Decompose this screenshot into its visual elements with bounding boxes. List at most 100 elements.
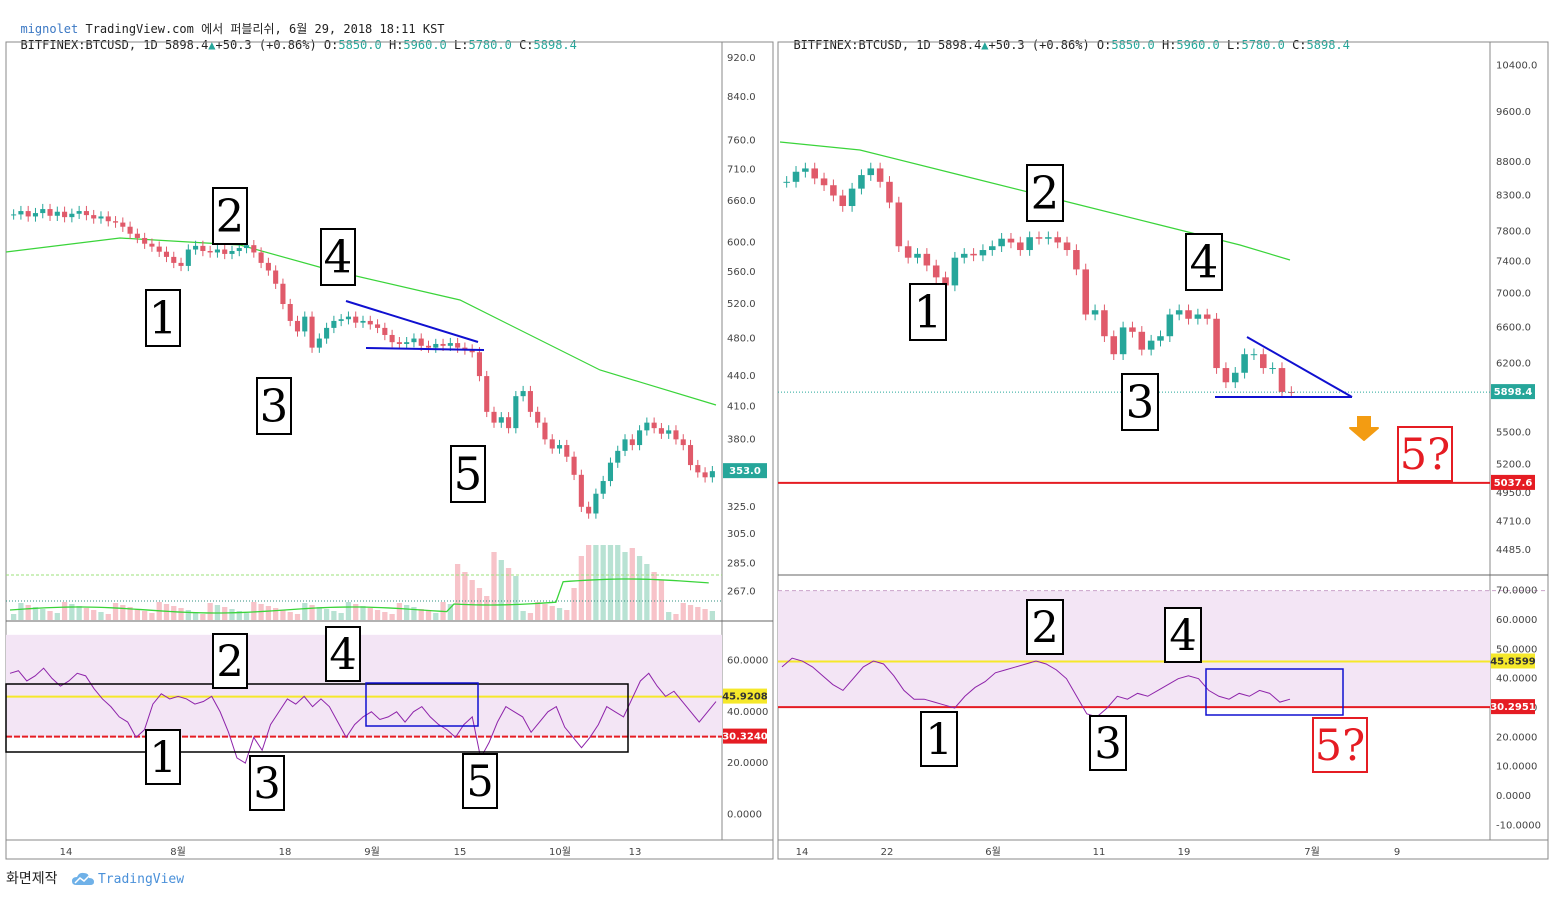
right-rsi-tick: 50.0000 bbox=[1496, 644, 1537, 655]
candle bbox=[1278, 368, 1286, 392]
volume-bar bbox=[112, 603, 119, 620]
left-rsi-upper-label: 45.9208 bbox=[722, 692, 768, 703]
candle bbox=[367, 320, 373, 325]
candle bbox=[535, 411, 541, 423]
right-price-wave-2-box bbox=[1026, 164, 1064, 222]
candle bbox=[513, 396, 519, 429]
right-rsi-wave-3: 3 bbox=[1094, 719, 1121, 769]
candle bbox=[287, 304, 293, 321]
candle bbox=[1035, 237, 1043, 239]
candle bbox=[1082, 269, 1089, 315]
left-price-wave-5-box bbox=[450, 445, 486, 503]
author-name[interactable]: mignolet bbox=[20, 22, 79, 36]
left-price-wave-1-box bbox=[145, 289, 181, 347]
volume-bar bbox=[287, 612, 293, 620]
right-price-tick: 4710.0 bbox=[1496, 517, 1531, 528]
candle bbox=[556, 445, 563, 449]
right-last-price-label: 5898.4 bbox=[1494, 387, 1533, 398]
volume-bar bbox=[120, 605, 126, 620]
left-rsi-tick: 40.0000 bbox=[727, 707, 768, 718]
candle bbox=[1026, 237, 1033, 251]
volume-bar bbox=[680, 603, 686, 620]
left-price-tick: 660.0 bbox=[727, 196, 756, 207]
candle bbox=[1241, 354, 1248, 373]
volume-bar bbox=[47, 611, 53, 620]
candle bbox=[331, 320, 337, 328]
left-price-tick: 920.0 bbox=[727, 53, 756, 64]
candle bbox=[207, 250, 213, 253]
candle bbox=[163, 251, 170, 257]
volume-bar bbox=[251, 602, 257, 620]
left-panel-frame bbox=[5, 41, 774, 860]
volume-bar bbox=[636, 556, 643, 620]
volume-bar bbox=[469, 580, 475, 620]
candle bbox=[680, 439, 686, 446]
volume-bar bbox=[498, 560, 504, 620]
right-time-tick: 14 bbox=[796, 847, 809, 858]
volume-bar bbox=[396, 603, 403, 620]
volume-bar bbox=[171, 606, 177, 620]
candle bbox=[651, 422, 657, 429]
right-time-tick: 22 bbox=[881, 847, 894, 858]
volume-bar bbox=[433, 613, 439, 620]
right-rsi-wave-2-box bbox=[1026, 599, 1064, 655]
left-triangle-lower-line bbox=[365, 347, 485, 351]
candle bbox=[294, 320, 301, 332]
right-price-tick: 6600.0 bbox=[1496, 322, 1531, 333]
candle bbox=[142, 237, 148, 244]
volume-bar bbox=[476, 588, 483, 620]
candle bbox=[171, 256, 177, 263]
footer: 화면제작 TradingView bbox=[6, 868, 184, 888]
candle bbox=[1073, 250, 1080, 270]
candle bbox=[506, 417, 512, 429]
candle bbox=[54, 211, 60, 216]
left-price-wave-4-box bbox=[320, 228, 356, 286]
volume-bar bbox=[542, 604, 548, 620]
candle bbox=[876, 168, 884, 182]
candle bbox=[600, 481, 606, 494]
left-last-price-label-bg bbox=[723, 463, 767, 479]
volume-bar bbox=[411, 607, 417, 620]
candle bbox=[251, 245, 257, 253]
candle bbox=[375, 324, 381, 328]
left-price-wave-5: 5 bbox=[454, 448, 483, 501]
candle bbox=[1185, 310, 1192, 319]
tradingview-brand[interactable]: TradingView bbox=[97, 872, 185, 887]
candle bbox=[1119, 327, 1127, 355]
volume-bar bbox=[629, 548, 635, 620]
volume-bar bbox=[331, 611, 337, 620]
candle bbox=[491, 411, 497, 423]
candle bbox=[932, 265, 940, 278]
candle bbox=[273, 270, 279, 284]
candle bbox=[1213, 318, 1220, 369]
volume-bar bbox=[149, 613, 155, 620]
right-rsi-upper-label-bg bbox=[1491, 653, 1535, 669]
candle bbox=[607, 462, 614, 482]
candle bbox=[848, 188, 856, 207]
candle bbox=[214, 249, 220, 253]
volume-bar bbox=[98, 612, 104, 620]
candle bbox=[40, 209, 46, 214]
left-time-tick: 15 bbox=[454, 847, 467, 858]
volume-bar bbox=[549, 606, 555, 620]
volume-bar bbox=[520, 611, 526, 620]
right-time-tick: 11 bbox=[1093, 847, 1106, 858]
candle bbox=[970, 253, 977, 256]
right-price-tick: 8300.0 bbox=[1496, 191, 1531, 202]
left-rsi-wave-5: 5 bbox=[466, 757, 493, 807]
candle bbox=[404, 342, 410, 344]
candle bbox=[236, 248, 242, 251]
candle bbox=[127, 226, 133, 234]
right-rsi-tick: 40.0000 bbox=[1496, 674, 1537, 685]
right-price-tick: 7800.0 bbox=[1496, 226, 1531, 237]
left-rsi-lower-label: 30.3240 bbox=[722, 732, 768, 743]
candle bbox=[265, 262, 271, 271]
volume-bar bbox=[163, 604, 170, 620]
candle bbox=[923, 253, 931, 266]
candle bbox=[709, 471, 715, 478]
right-rsi-wave-5-box bbox=[1312, 717, 1368, 773]
candle bbox=[637, 430, 643, 446]
candle bbox=[193, 245, 199, 250]
right-time-tick: 19 bbox=[1178, 847, 1191, 858]
